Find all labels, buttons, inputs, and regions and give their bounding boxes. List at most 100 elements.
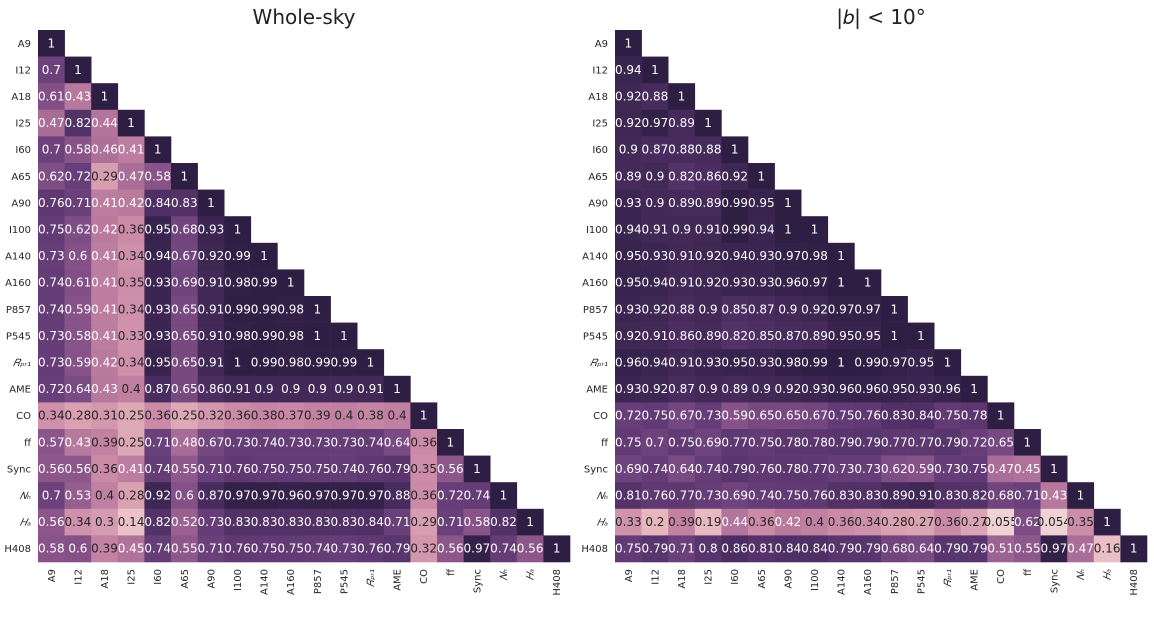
heatmap-cell	[304, 375, 331, 403]
cell-value-label: 0.89	[721, 382, 748, 396]
heatmap-cell	[668, 322, 696, 350]
cell-value-label: 0.055	[984, 515, 1018, 529]
heatmap-cell	[144, 163, 172, 190]
cell-value-label: 0.34	[118, 249, 145, 263]
cell-value-label: 0.4	[388, 409, 407, 423]
heatmap-cell	[144, 136, 172, 164]
cell-value-label: 0.4	[122, 382, 141, 396]
heatmap-cell	[117, 163, 145, 190]
cell-value-label: 0.93	[748, 356, 775, 370]
heatmap-cell	[774, 455, 802, 483]
cell-value-label: 0.36	[934, 515, 961, 529]
heatmap-cell	[641, 322, 669, 350]
heatmap-cell	[410, 482, 438, 510]
heatmap-cell	[171, 216, 198, 244]
heatmap-cell	[748, 429, 775, 456]
x-tick-label: P545	[339, 569, 350, 594]
heatmap-cell	[91, 216, 119, 244]
cell-value-label: 0.83	[881, 409, 908, 423]
heatmap-cell	[330, 455, 358, 483]
heatmap-cell	[801, 535, 829, 563]
cell-value-label: 0.93	[721, 276, 748, 290]
cell-value-label: 0.95	[854, 329, 881, 343]
y-tick-label: P857	[583, 305, 608, 316]
cell-value-label: 0.87	[775, 329, 802, 343]
cell-value-label: 0.56	[437, 462, 464, 476]
cell-value-label: 0.91	[908, 489, 935, 503]
heatmap-cell	[64, 455, 92, 483]
cell-value-label: 0.64	[65, 382, 92, 396]
heatmap-cell	[224, 349, 252, 377]
heatmap-cell	[197, 242, 225, 270]
cell-value-label: 0.93	[801, 382, 828, 396]
cell-value-label: 0.93	[144, 276, 171, 290]
cell-value-label: 0.77	[908, 435, 935, 449]
cell-value-label: 0.97	[464, 542, 491, 556]
heatmap-cell	[144, 455, 172, 483]
heatmap-cell	[38, 269, 65, 297]
cell-value-label: 0.87	[642, 143, 669, 157]
heatmap-cell	[1040, 455, 1068, 483]
x-tick-label: AME	[393, 569, 404, 591]
heatmap-cell	[171, 322, 198, 350]
cell-value-label: 0.99	[224, 302, 251, 316]
cell-value-label: 0.9	[672, 223, 691, 237]
heatmap-cell	[721, 349, 749, 377]
heatmap-cell	[117, 242, 145, 270]
heatmap-cell	[171, 508, 198, 536]
heatmap-cell	[357, 508, 385, 536]
heatmap-cell	[304, 482, 331, 510]
cell-value-label: 1	[890, 302, 898, 316]
cell-value-label: 0.91	[198, 276, 225, 290]
y-tick-label: CO	[593, 411, 608, 422]
heatmap-cell	[615, 216, 642, 244]
heatmap-cell	[774, 349, 802, 377]
heatmap-cell	[1014, 535, 1041, 563]
cell-value-label: 1	[970, 382, 978, 396]
cell-value-label: 0.92	[642, 382, 669, 396]
cell-value-label: 0.98	[224, 329, 251, 343]
heatmap-cell	[748, 322, 775, 350]
heatmap-cell	[668, 402, 696, 430]
heatmap-cell	[934, 482, 962, 510]
cell-value-label: 0.99	[721, 196, 748, 210]
cell-value-label: 0.93	[615, 302, 642, 316]
cell-value-label: 0.8	[699, 542, 718, 556]
cell-value-label: 0.92	[695, 276, 722, 290]
cell-value-label: 0.34	[118, 356, 145, 370]
heatmap-cell	[721, 455, 749, 483]
cell-value-label: 0.28	[65, 409, 92, 423]
cell-value-label: 0.88	[695, 143, 722, 157]
heatmap-cell	[1093, 535, 1121, 563]
cell-value-label: 0.72	[615, 409, 642, 423]
cell-value-label: 0.97	[304, 489, 331, 503]
heatmap-cell	[357, 429, 385, 456]
heatmap-cell	[641, 269, 669, 297]
cell-value-label: 0.95	[828, 329, 855, 343]
cell-value-label: 0.99	[304, 356, 331, 370]
heatmap-cell	[668, 136, 696, 164]
cell-value-label: 0.71	[384, 515, 411, 529]
cell-value-label: 0.99	[331, 356, 358, 370]
cell-value-label: 0.99	[721, 223, 748, 237]
heatmap-cell	[907, 349, 935, 377]
cell-value-label: 0.95	[615, 276, 642, 290]
heatmap-cell	[171, 535, 198, 563]
heatmap-cell	[330, 482, 358, 510]
heatmap-cell	[748, 163, 775, 190]
heatmap-cell	[694, 136, 722, 164]
cell-value-label: 0.73	[38, 356, 65, 370]
heatmap-cell	[383, 482, 411, 510]
cell-value-label: 0.69	[615, 462, 642, 476]
y-tick-label: P545	[583, 331, 608, 342]
cell-value-label: 1	[651, 63, 659, 77]
heatmap-cell	[197, 455, 225, 483]
cell-value-label: 1	[678, 90, 686, 104]
heatmap-cell	[91, 109, 119, 137]
cell-value-label: 0.89	[668, 116, 695, 130]
y-tick-label: AME	[9, 385, 31, 396]
y-tick-label: CO	[16, 411, 31, 422]
heatmap-cell	[117, 402, 145, 430]
heatmap-cell	[197, 508, 225, 536]
cell-value-label: 0.79	[828, 542, 855, 556]
